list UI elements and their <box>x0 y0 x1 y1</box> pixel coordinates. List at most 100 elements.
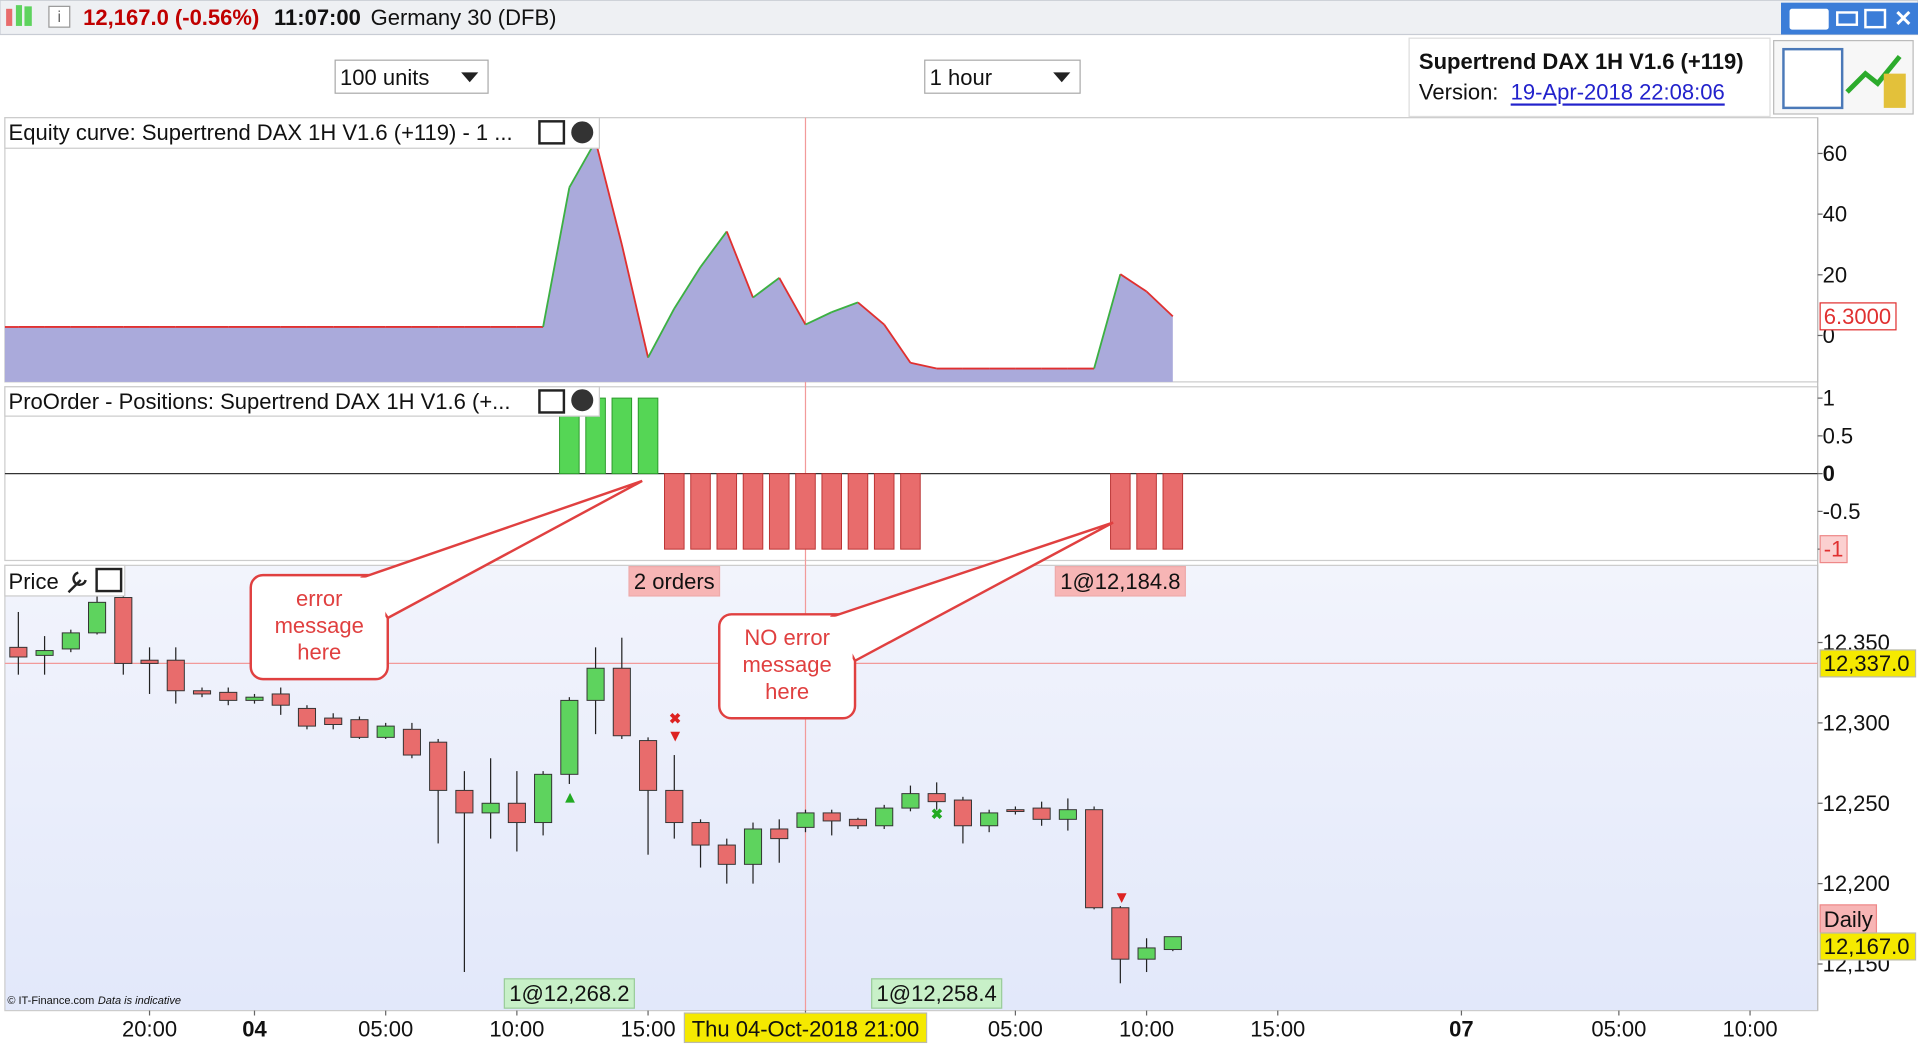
position-bar <box>768 473 790 550</box>
position-bar <box>795 473 816 550</box>
callout-cover <box>253 577 386 677</box>
order-label: 2 orders <box>634 569 715 594</box>
header-bar <box>0 0 1918 36</box>
position-bar <box>847 473 869 550</box>
settings-button[interactable] <box>67 571 87 594</box>
strategy-box <box>1408 37 1771 118</box>
candle-body <box>1111 907 1130 960</box>
candle-body <box>901 793 920 809</box>
equity-segment <box>673 266 702 309</box>
x-tick-label: 05:00 <box>1591 1016 1646 1041</box>
panel-tab <box>4 386 600 417</box>
equity-segment <box>752 277 780 299</box>
maximize-button[interactable] <box>538 389 566 414</box>
candle-body <box>507 802 526 824</box>
version-date[interactable]: 19-Apr-2018 22:08:06 <box>1511 79 1725 104</box>
equity-segment <box>883 324 912 364</box>
callout-text: here <box>297 640 341 665</box>
maximize-button[interactable] <box>95 567 123 593</box>
close-button[interactable]: ✕ <box>1894 6 1912 31</box>
price-title: Price <box>9 569 59 594</box>
candle-body <box>691 822 710 846</box>
equity-segment <box>1145 290 1174 318</box>
x-tick-label: 05:00 <box>988 1016 1043 1041</box>
candle-body <box>796 812 815 828</box>
candle-body <box>88 601 107 634</box>
time: 11:07:00 <box>274 5 361 30</box>
fill-label: 1@12,268.2 <box>509 981 629 1006</box>
positions-title: ProOrder - Positions: Supertrend DAX 1H … <box>9 389 511 414</box>
candle-body <box>61 632 80 650</box>
candle-body <box>192 690 212 695</box>
x-tick-label: 10:00 <box>489 1016 544 1041</box>
y-tick-label: 12,200 <box>1823 871 1890 896</box>
timeframe-dropdown[interactable] <box>924 59 1081 94</box>
y-tick-label: 1 <box>1823 386 1835 411</box>
callout-cover <box>721 616 853 716</box>
candle-body <box>114 597 133 664</box>
minimize-button[interactable] <box>1836 11 1859 26</box>
candle-body <box>166 659 185 692</box>
icon <box>6 8 13 26</box>
quantity-dropdown[interactable] <box>334 59 489 94</box>
equity-segment <box>647 308 676 359</box>
candle-body <box>665 789 684 824</box>
callout-text: NO error <box>744 625 830 650</box>
position-bar <box>1110 473 1131 550</box>
buy-marker <box>565 792 575 803</box>
last-value-label: 6.3000 <box>1824 304 1891 329</box>
order-label: 1@12,184.8 <box>1060 569 1180 594</box>
candle-body <box>324 717 343 725</box>
candle-body <box>953 799 972 827</box>
callout-text: message <box>742 652 831 677</box>
candle-body <box>822 812 841 822</box>
candle-body <box>560 699 579 775</box>
dropdown-arrow <box>1053 72 1071 83</box>
x-tick-label: 10:00 <box>1723 1016 1778 1041</box>
quantity: 100 units <box>340 65 429 90</box>
candle-body <box>429 741 448 791</box>
callout-text: message <box>275 613 364 638</box>
keyboard-button[interactable] <box>1789 8 1829 30</box>
equity-segment <box>1119 273 1148 293</box>
candle-body <box>1032 807 1051 820</box>
candle-body <box>35 650 54 656</box>
maximize-button[interactable] <box>538 120 566 145</box>
candle-body <box>534 773 553 824</box>
equity-segment <box>725 231 754 298</box>
x-tick-label: 15:00 <box>621 1016 676 1041</box>
label-box <box>1819 535 1848 564</box>
candle-body <box>297 707 317 727</box>
position-bar <box>1136 473 1157 550</box>
candle-body <box>927 793 946 803</box>
close-panel-button[interactable] <box>571 121 594 144</box>
info-button[interactable] <box>48 5 71 28</box>
position-bar <box>690 473 711 550</box>
close-panel-button[interactable] <box>571 389 594 412</box>
icon <box>1845 54 1902 94</box>
x-tick-label: 15:00 <box>1250 1016 1305 1041</box>
equity-segment <box>910 361 937 370</box>
candle-body <box>1085 809 1104 909</box>
panel-tab <box>4 117 600 149</box>
y-tick-label: 0 <box>1823 461 1835 486</box>
order-label-box <box>1054 565 1186 597</box>
candle-body <box>586 667 605 701</box>
price-change: 12,167.0 (-0.56%) <box>83 5 259 30</box>
candle-body <box>875 807 894 827</box>
candle-body <box>612 667 631 737</box>
x-tick-label: 10:00 <box>1119 1016 1174 1041</box>
y-tick-label: 20 <box>1823 262 1847 287</box>
fill-label-box <box>871 978 1003 1009</box>
source: © IT-Finance.com <box>7 995 94 1007</box>
callout-text: here <box>765 679 809 704</box>
equity-segment <box>620 244 649 358</box>
y-tick-label: -0.5 <box>1823 499 1861 524</box>
equity-area <box>4 141 1173 382</box>
candle-body <box>9 646 28 658</box>
candle-body <box>1006 809 1025 813</box>
crosshair-price-box <box>1819 649 1917 678</box>
x-tick-label: 07 <box>1449 1016 1473 1041</box>
restore-button[interactable] <box>1864 8 1887 29</box>
equity-segment <box>1093 273 1122 369</box>
